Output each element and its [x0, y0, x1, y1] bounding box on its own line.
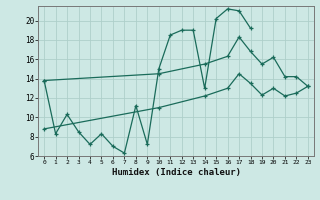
X-axis label: Humidex (Indice chaleur): Humidex (Indice chaleur) [111, 168, 241, 177]
